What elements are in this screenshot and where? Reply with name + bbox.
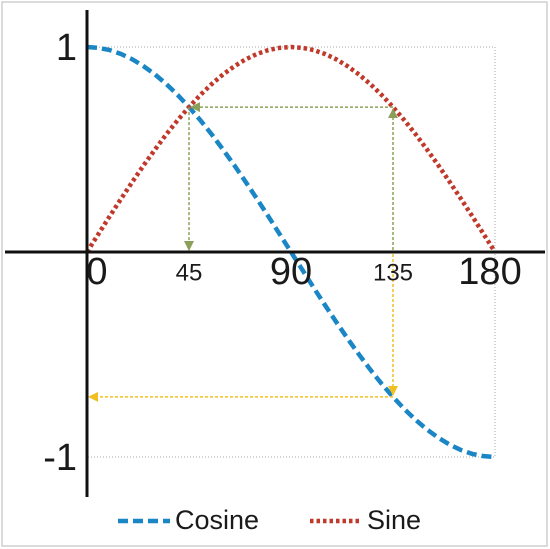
- x-tick-label: 0: [86, 251, 107, 293]
- x-tick-label: 90: [270, 251, 312, 293]
- x-tick-label: 135: [373, 259, 413, 286]
- series-line: [85, 44, 497, 254]
- y-tick-label: 1: [56, 27, 77, 69]
- x-tick-label: 180: [458, 251, 521, 293]
- legend-label: Sine: [367, 505, 421, 535]
- legend-label: Cosine: [175, 505, 259, 535]
- x-tick-label: 45: [176, 259, 203, 286]
- y-tick-label: -1: [43, 437, 77, 479]
